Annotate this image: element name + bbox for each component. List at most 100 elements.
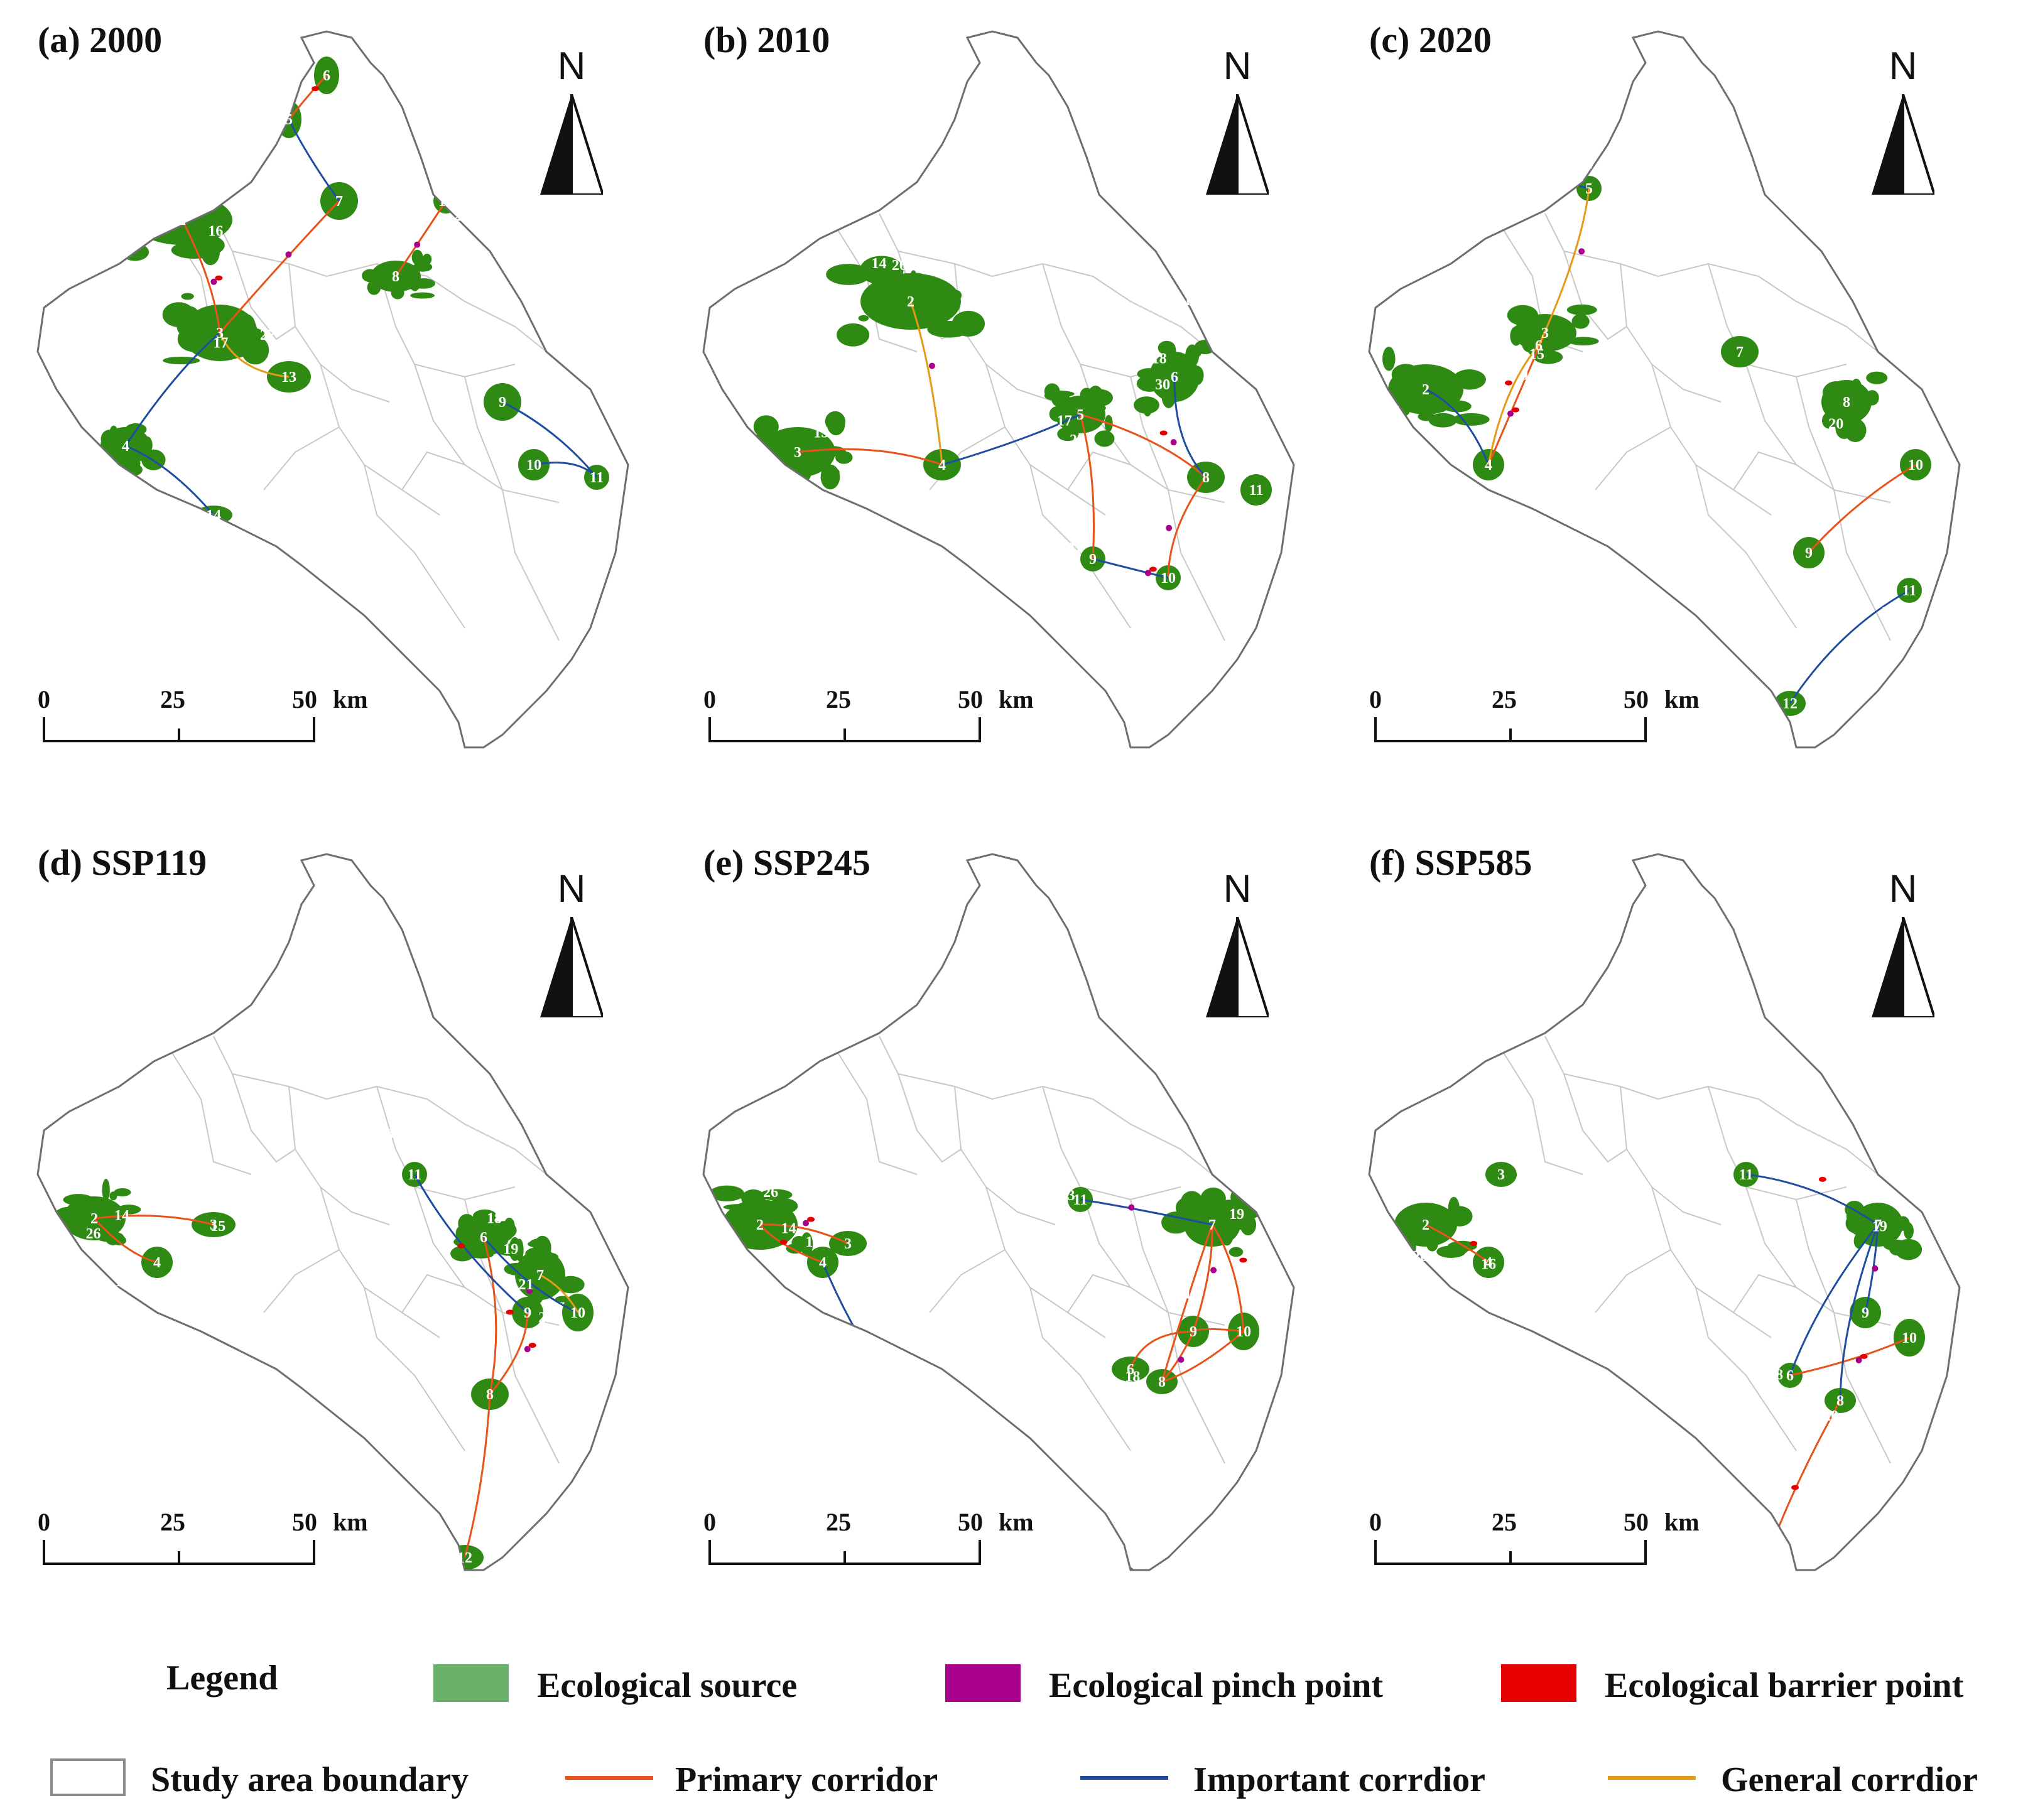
scale-label-25: 25 bbox=[160, 1508, 185, 1536]
district-boundary-line bbox=[835, 1048, 918, 1175]
ecological-source-patch bbox=[1426, 1237, 1438, 1252]
ecological-source-patch bbox=[485, 1223, 503, 1235]
source-id-label: 22 bbox=[538, 1310, 553, 1326]
source-id-label: 24 bbox=[1104, 1543, 1119, 1559]
source-id-label: 3 bbox=[1497, 1167, 1505, 1183]
district-boundary-line bbox=[879, 213, 1093, 278]
source-id-label: 2 bbox=[756, 1217, 764, 1233]
source-id-label: 29 bbox=[72, 116, 87, 132]
source-id-label: 2 bbox=[178, 212, 186, 229]
source-id-label: 27 bbox=[754, 466, 769, 482]
ecological-source-patch bbox=[1418, 930, 1429, 943]
panel-title: (d) SSP119 bbox=[38, 842, 207, 883]
barrier-point bbox=[1791, 1485, 1799, 1490]
source-id-label: 20 bbox=[1823, 1408, 1838, 1424]
ecological-source-patch bbox=[1458, 122, 1474, 139]
corridor-line bbox=[1425, 1223, 1489, 1264]
ecological-source-patch bbox=[1443, 939, 1455, 958]
ecological-source-patch bbox=[391, 286, 404, 300]
source-id-label: 5 bbox=[894, 1387, 902, 1403]
source-id-label: 15 bbox=[813, 425, 828, 441]
panel-title: (c) 2020 bbox=[1369, 19, 1492, 60]
source-id-label: 12 bbox=[457, 1550, 472, 1566]
source-id-label: 16 bbox=[208, 223, 223, 239]
ecological-source-patch bbox=[57, 136, 76, 151]
corridor-line bbox=[1789, 589, 1910, 704]
ecological-source-patch bbox=[241, 1380, 253, 1397]
source-id-label: 16 bbox=[837, 1279, 852, 1296]
map-panel-2010: 1 2 3 4 5 6 7 8 9 10 11 12 13 14 15 16 17 18 19 20 21 22 23 24 2… bbox=[691, 13, 1344, 785]
corridor-line bbox=[1745, 1173, 1879, 1226]
district-boundary-line bbox=[1544, 213, 1759, 278]
source-id-label: 2 bbox=[1422, 382, 1429, 398]
scale-label-25: 25 bbox=[1492, 685, 1517, 713]
source-id-label: 25 bbox=[799, 112, 814, 129]
barrier-point bbox=[1149, 566, 1157, 572]
ecological-source-patch bbox=[786, 939, 806, 953]
ecological-source-patch bbox=[1139, 379, 1153, 389]
ecological-source-patch bbox=[759, 1189, 793, 1201]
ecological-source-patch bbox=[83, 951, 94, 965]
important-corridor-swatch bbox=[1080, 1776, 1168, 1780]
ecological-source-patch bbox=[741, 1189, 766, 1208]
source-id-label: 2 bbox=[90, 1211, 98, 1227]
north-arrow: N bbox=[534, 44, 609, 207]
source-id-label: 10 bbox=[1236, 1324, 1251, 1340]
source-id-label: 8 bbox=[1202, 470, 1210, 486]
ecological-source-patch bbox=[1866, 371, 1888, 384]
source-id-label: 5 bbox=[216, 1374, 224, 1390]
panel-title: (f) SSP585 bbox=[1369, 842, 1532, 883]
north-arrow-icon bbox=[1872, 917, 1934, 1017]
ecological-source-patch bbox=[408, 278, 421, 291]
district-boundary-line bbox=[414, 364, 560, 503]
corridor-line bbox=[288, 119, 340, 202]
source-id-label: 10 bbox=[1908, 457, 1923, 474]
corridor-line bbox=[1167, 477, 1207, 578]
district-boundary-line bbox=[1745, 364, 1891, 503]
ecological-source-patch bbox=[1436, 932, 1453, 948]
corridor-line bbox=[1161, 1330, 1244, 1383]
corridor-line bbox=[540, 1274, 579, 1313]
barrier-point-swatch bbox=[1501, 1664, 1576, 1702]
ecological-source-patch bbox=[800, 926, 808, 945]
ecological-source-patch bbox=[102, 1179, 110, 1201]
ecological-source-patch bbox=[859, 256, 904, 285]
source-id-label: 11 bbox=[590, 470, 604, 486]
legend-label: Primary corridor bbox=[675, 1760, 938, 1799]
source-id-label: 19 bbox=[503, 1241, 518, 1257]
source-id-label: 11 bbox=[1902, 583, 1917, 599]
north-label: N bbox=[1889, 867, 1917, 911]
source-id-label: 12 bbox=[438, 193, 453, 210]
corridor-line bbox=[909, 301, 943, 465]
corridor-line bbox=[1080, 1198, 1213, 1226]
ecological-source-patch bbox=[203, 217, 224, 229]
source-id-label: 15 bbox=[1469, 1171, 1484, 1188]
district-boundary-line bbox=[1563, 1073, 1627, 1163]
source-id-label: 9 bbox=[1862, 1305, 1869, 1321]
map-panel-2000: 1 2 3 4 5 6 7 8 9 10 11 12 13 14 15 16 17 18 19 20 21 22 23 24 2… bbox=[25, 13, 678, 785]
source-id-label: 9 bbox=[524, 1305, 531, 1321]
corridor-line bbox=[1789, 1224, 1879, 1376]
source-id-label: 23 bbox=[378, 1127, 393, 1143]
source-id-label: 3 bbox=[844, 1236, 852, 1252]
district-boundary-line bbox=[1563, 251, 1627, 340]
district-boundaries bbox=[835, 1036, 1225, 1464]
scale-label-25: 25 bbox=[826, 1508, 851, 1536]
source-id-label: 14 bbox=[206, 507, 221, 524]
ecological-source-patch bbox=[826, 264, 871, 285]
ecological-source-patch bbox=[1398, 943, 1424, 956]
district-boundary-line bbox=[1500, 1048, 1583, 1175]
panel-title: (b) 2010 bbox=[703, 19, 830, 60]
north-arrow-icon bbox=[1206, 94, 1269, 195]
district-boundary-line bbox=[898, 1073, 962, 1163]
ecological-source-patch bbox=[1047, 391, 1075, 398]
source-id-label: 18 bbox=[487, 1211, 502, 1227]
corridor-line bbox=[482, 1237, 578, 1314]
scale-label-25: 25 bbox=[160, 685, 185, 713]
ecological-source-patch bbox=[181, 1397, 195, 1406]
source-id-label: 23 bbox=[497, 423, 513, 439]
ecological-source-patch bbox=[224, 1368, 249, 1381]
corridor-line bbox=[1193, 1328, 1244, 1333]
district-boundary-line bbox=[879, 1036, 1093, 1100]
